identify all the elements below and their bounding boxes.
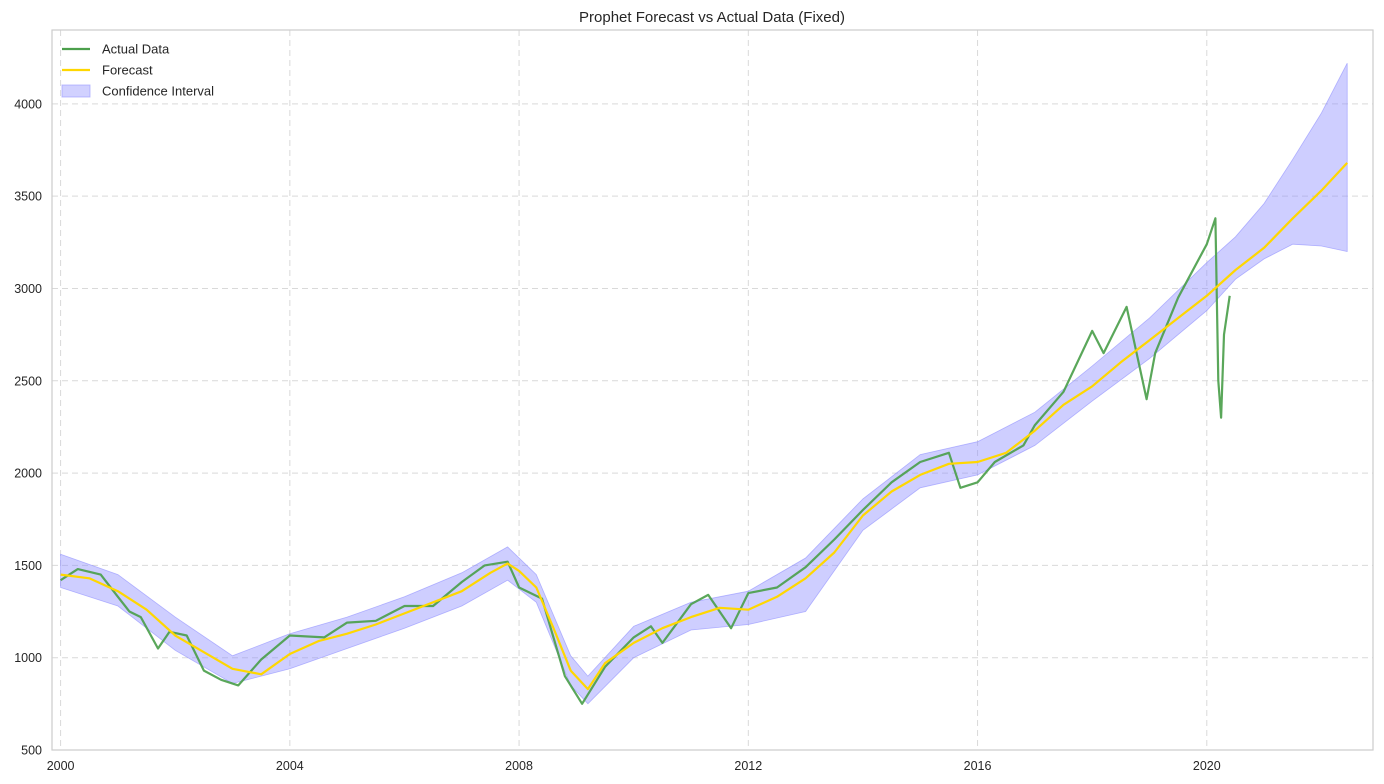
y-tick-label: 4000 [14,97,42,111]
y-tick-label: 2500 [14,374,42,388]
actual-data-line [60,217,1231,705]
plot-frame [51,29,1374,751]
confidence-interval-band [60,63,1348,705]
y-tick-label: 500 [21,744,42,758]
chart-title: Prophet Forecast vs Actual Data (Fixed) [579,9,845,26]
x-tick-label: 2012 [734,759,762,773]
x-tick-label: 2008 [505,759,533,773]
y-tick-label: 1000 [14,651,42,665]
grid [52,30,1373,750]
legend-swatch-band [61,84,91,98]
y-tick-label: 3000 [14,282,42,296]
legend-label: Confidence Interval [102,84,214,99]
confidence-band-layer [60,63,1348,705]
y-tick-label: 3500 [14,190,42,204]
forecast-line [60,162,1349,691]
x-axis-ticks: 2000 2004 2008 2012 2016 2020 [47,759,1221,773]
x-tick-label: 2016 [964,759,992,773]
actual-line-layer [60,217,1231,705]
y-tick-label: 2000 [14,467,42,481]
x-tick-label: 2000 [47,759,75,773]
x-tick-label: 2004 [276,759,304,773]
legend-label: Actual Data [102,42,170,57]
forecast-line-layer [60,162,1349,691]
y-tick-label: 1500 [14,559,42,573]
y-axis-ticks: 500 1000 1500 2000 2500 3000 3500 4000 [14,97,42,757]
legend: Actual Data Forecast Confidence Interval [61,42,214,99]
legend-label: Forecast [102,63,153,78]
x-tick-label: 2020 [1193,759,1221,773]
